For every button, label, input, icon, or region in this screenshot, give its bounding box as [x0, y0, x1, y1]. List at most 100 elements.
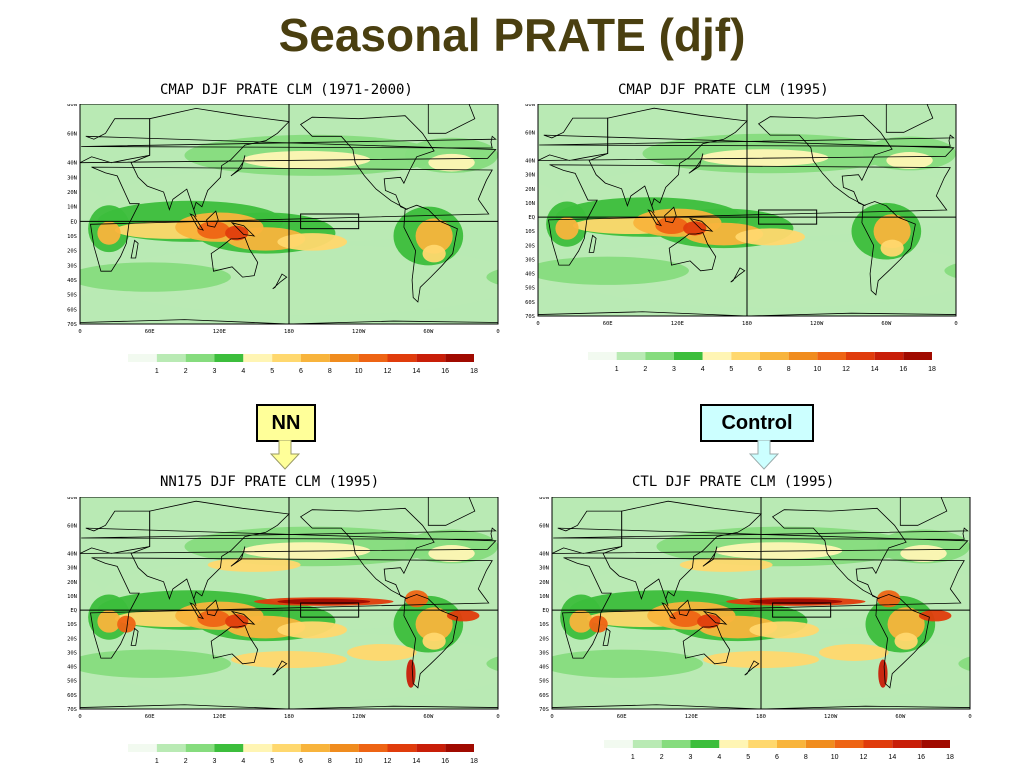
lat-tick-label: 30S [67, 650, 77, 656]
colorbar-swatch [645, 352, 674, 360]
colorbar-swatch [748, 740, 777, 748]
lon-tick-label: 120E [213, 329, 226, 335]
colorbar-swatch [185, 744, 215, 752]
lon-tick-label: 0 [78, 329, 81, 335]
lat-tick-label: 20S [539, 636, 549, 642]
colorbar-tick-label: 14 [871, 366, 879, 373]
colorbar-tick-label: 2 [184, 368, 188, 375]
panel-title: NN175 DJF PRATE CLM (1995) [160, 474, 380, 490]
colorbar-tick-label: 18 [928, 366, 936, 373]
coastline-madagascar [130, 627, 139, 646]
lat-tick-label: 10S [67, 622, 77, 628]
lon-tick-label: 180 [742, 321, 752, 327]
lat-tick-label: 20N [67, 580, 77, 586]
lon-tick-label: 180 [284, 714, 294, 720]
lat-tick-label: 70S [67, 707, 77, 713]
colorbar-swatch [690, 740, 720, 748]
lat-tick-label: 40S [525, 272, 535, 278]
coastline-uk [539, 134, 955, 147]
colorbar-swatch [445, 354, 474, 362]
lon-tick-label: 0 [496, 714, 499, 720]
colorbar-tick-label: 12 [860, 754, 868, 761]
precip-map: 80N 60N 40N 30N 20N 10N EQ 10S 20S 30S 40S 50S 60S 70… [518, 104, 960, 332]
coastline-nz [730, 267, 746, 283]
lon-tick-label: 180 [284, 329, 294, 335]
coastline-samerica [403, 204, 458, 303]
colorbar-tick-label: 18 [470, 758, 478, 765]
precip-map: 80N 60N 40N 30N 20N 10N EQ 10S 20S 30S 40S 50S 60S 70… [60, 104, 502, 340]
colorbar-swatch [156, 744, 186, 752]
lon-tick-label: 60E [617, 714, 627, 720]
coastline-madagascar [130, 239, 139, 259]
coastline-australia [668, 232, 717, 272]
lat-tick-label: 30N [67, 566, 77, 572]
colorbar-tick-label: 6 [758, 366, 762, 373]
colorbar-swatch [272, 744, 301, 752]
coastline-borneo [206, 599, 219, 617]
coastline-asia [602, 500, 762, 606]
colorbar-tick-label: 8 [328, 758, 332, 765]
colorbar-swatch [892, 740, 922, 748]
colorbar-swatch [329, 354, 359, 362]
lon-tick-label: 60E [603, 321, 613, 327]
colorbar-tick-label: 3 [213, 368, 217, 375]
colorbar-swatch [301, 744, 330, 752]
colorbar-swatch [805, 740, 835, 748]
colorbar-swatch [243, 354, 273, 362]
lat-tick-label: 30N [67, 175, 77, 181]
colorbar-swatch [214, 354, 244, 362]
colorbar-swatch [214, 744, 244, 752]
colorbar-swatch [416, 354, 446, 362]
colorbar-tick-label: 1 [155, 368, 159, 375]
lat-tick-label: 80N [539, 497, 549, 501]
colorbar-tick-label: 3 [672, 366, 676, 373]
lat-tick-label: 40N [67, 552, 77, 558]
coastline-asia [130, 500, 290, 606]
colorbar-swatch [445, 744, 474, 752]
lat-tick-label: 60S [67, 693, 77, 699]
colorbar-tick-label: 5 [746, 754, 750, 761]
colorbar-tick-label: 3 [689, 754, 693, 761]
lat-tick-label: 10S [539, 622, 549, 628]
lat-tick-label: 40N [525, 159, 535, 165]
colorbar-swatch [243, 744, 273, 752]
lon-tick-label: 120W [824, 714, 838, 720]
colorbar-swatch [921, 740, 950, 748]
colorbar-tick-label: 16 [441, 368, 449, 375]
lat-tick-label: 10N [525, 201, 535, 207]
lat-tick-label: 30S [525, 257, 535, 263]
coastline-newguinea [702, 610, 728, 625]
coastline-samerica [403, 594, 458, 689]
lon-tick-label: 0 [550, 714, 553, 720]
colorbar-swatch [788, 352, 818, 360]
colorbar-swatch [834, 740, 864, 748]
coastline-africa [548, 164, 951, 266]
slide-title: Seasonal PRATE (djf) [278, 9, 746, 61]
colorbar-tick-label: 10 [831, 754, 839, 761]
coastline-sumatra [647, 209, 663, 227]
lat-tick-label: 10N [67, 205, 77, 211]
colorbar-tick-label: 2 [643, 366, 647, 373]
lat-tick-label: 60N [67, 131, 77, 137]
colorbar-tick-label: 5 [729, 366, 733, 373]
lat-tick-label: 80N [525, 104, 535, 108]
coastline-namerica [299, 115, 435, 210]
coastline-namerica [757, 114, 893, 207]
lat-tick-label: 10N [67, 594, 77, 600]
coastline-greenland [885, 104, 934, 133]
coastline-nz [272, 273, 288, 290]
lat-tick-label: 60S [525, 300, 535, 306]
coastline-nz [272, 660, 288, 676]
colorbar-swatch [604, 740, 633, 748]
lon-tick-label: 60W [881, 321, 892, 327]
colorbar-legend: 1234568101214161820 [128, 744, 507, 771]
colorbar-legend: 1234568101214161820 [588, 352, 965, 379]
colorbar-tick-label: 18 [946, 754, 954, 761]
colorbar-swatch [128, 744, 157, 752]
coastline-australia [210, 625, 259, 665]
lat-tick-label: 20N [539, 580, 549, 586]
coastline-sumatra [189, 213, 205, 231]
colorbar-tick-label: 4 [717, 754, 721, 761]
coastline-asia [588, 107, 748, 213]
colorbar-tick-label: 2 [660, 754, 664, 761]
